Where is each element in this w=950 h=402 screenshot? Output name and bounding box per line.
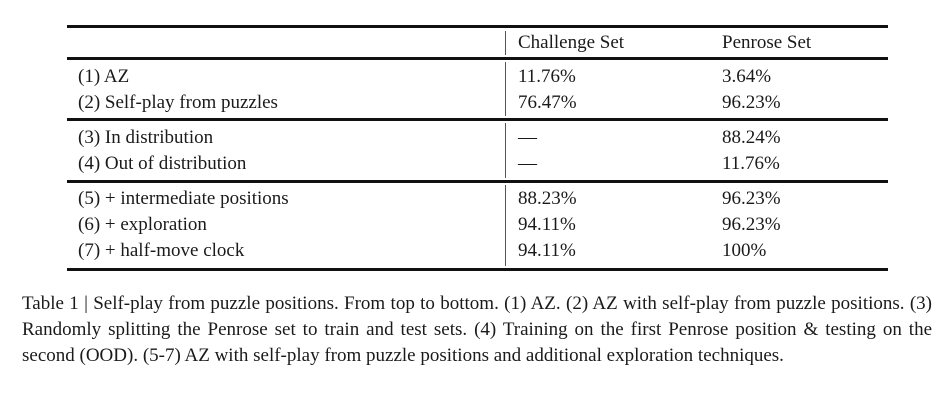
row-label: (7) + half-move clock bbox=[78, 240, 245, 261]
penrose-value: 96.23% bbox=[722, 188, 781, 209]
challenge-value: 94.11% bbox=[518, 240, 576, 261]
penrose-value: 100% bbox=[722, 240, 767, 261]
column-divider bbox=[505, 31, 506, 55]
penrose-value: 11.76% bbox=[722, 153, 780, 174]
header-penrose-set: Penrose Set bbox=[722, 32, 812, 53]
penrose-value: 88.24% bbox=[722, 127, 781, 148]
row-label: (6) + exploration bbox=[78, 214, 207, 235]
penrose-value: 96.23% bbox=[722, 214, 781, 235]
header-challenge-set: Challenge Set bbox=[518, 32, 625, 53]
table-caption: Table 1 | Self-play from puzzle position… bbox=[22, 293, 932, 366]
challenge-value: — bbox=[518, 127, 537, 148]
challenge-value: 76.47% bbox=[518, 92, 577, 113]
penrose-value: 3.64% bbox=[722, 66, 772, 87]
column-divider bbox=[505, 185, 506, 266]
column-divider bbox=[505, 62, 506, 116]
group-rule bbox=[67, 118, 888, 121]
challenge-value: 11.76% bbox=[518, 66, 576, 87]
challenge-value: 94.11% bbox=[518, 214, 576, 235]
row-label: (2) Self-play from puzzles bbox=[78, 92, 278, 113]
penrose-value: 96.23% bbox=[722, 92, 781, 113]
row-label: (4) Out of distribution bbox=[78, 153, 247, 174]
top-rule bbox=[67, 25, 888, 28]
row-label: (5) + intermediate positions bbox=[78, 188, 289, 209]
challenge-value: 88.23% bbox=[518, 188, 577, 209]
column-divider bbox=[505, 123, 506, 178]
challenge-value: — bbox=[518, 153, 537, 174]
row-label: (3) In distribution bbox=[78, 127, 214, 148]
header-rule bbox=[67, 57, 888, 60]
group-rule bbox=[67, 180, 888, 183]
row-label: (1) AZ bbox=[78, 66, 130, 87]
bottom-rule bbox=[67, 268, 888, 271]
